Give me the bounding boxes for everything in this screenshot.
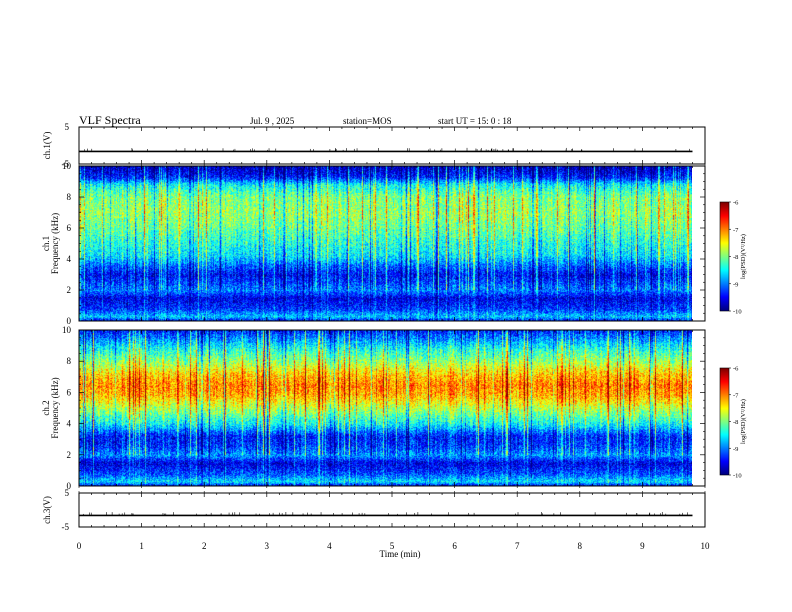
- y-tick-label: -5: [62, 159, 70, 169]
- y-tick-label: 10: [62, 325, 72, 335]
- colorbar-tick-label: -8: [733, 254, 738, 261]
- x-tick-label: 3: [265, 541, 270, 551]
- x-tick-label: 10: [701, 541, 711, 551]
- colorbar-tick-label: -6: [733, 200, 739, 207]
- x-tick-label: 9: [640, 541, 645, 551]
- spectrogram-image: [79, 330, 692, 486]
- y-axis-label: ch.1(V): [42, 132, 52, 160]
- colorbar-tick-label: -10: [733, 473, 742, 480]
- waveform-frame: [78, 492, 706, 528]
- y-tick-label: 0: [67, 316, 72, 326]
- spectrogram-image: [79, 166, 692, 321]
- ch1-waveform-panel: 5 -5 ch.1(V): [42, 122, 706, 169]
- figure-title: VLF Spectra: [79, 113, 141, 127]
- station-label: station=MOS: [343, 116, 392, 126]
- x-tick-label: 2: [202, 541, 207, 551]
- y-tick-label: 6: [67, 387, 72, 397]
- y-tick-label: 8: [67, 356, 72, 366]
- colorbar: [720, 202, 729, 311]
- y-tick-label: 4: [67, 254, 72, 264]
- y-axis-label-frequency: Frequency (kHz): [50, 213, 60, 274]
- colorbar-tick-label: -8: [733, 419, 738, 426]
- date-label: Jul. 9 , 2025: [250, 116, 295, 126]
- time-axis: Time (min) 0 1 2 3 4 5 6 7 8 9 10: [77, 164, 710, 559]
- y-axis-label-channel: ch.1: [41, 236, 51, 251]
- colorbar-tick-label: -9: [733, 281, 738, 288]
- colorbar-label: log(PSD)(V²/Hz): [740, 399, 747, 444]
- colorbar: [720, 368, 729, 475]
- colorbar-tick-label: -9: [733, 446, 738, 453]
- colorbar-label: log(PSD)(V²/Hz): [740, 234, 747, 279]
- y-tick-label: 2: [67, 285, 72, 295]
- y-axis-label: ch.3(V): [42, 496, 52, 524]
- x-tick-label: 7: [515, 541, 520, 551]
- y-tick-label: 4: [67, 419, 72, 429]
- y-tick-label: 10: [62, 161, 72, 171]
- colorbar-tick-label: -7: [733, 392, 739, 399]
- start-time-label: start UT = 15: 0 : 18: [438, 116, 512, 126]
- y-tick-label: 5: [65, 122, 70, 132]
- x-tick-label: 1: [139, 541, 144, 551]
- x-tick-label: 6: [452, 541, 457, 551]
- y-tick-label: 5: [65, 488, 70, 498]
- y-tick-label: 0: [67, 481, 72, 491]
- x-tick-label: 4: [327, 541, 332, 551]
- y-tick-label: 2: [67, 450, 72, 460]
- colorbar-tick-label: -7: [733, 227, 739, 234]
- y-tick-label: -5: [62, 522, 70, 532]
- colorbar-tick-label: -6: [733, 366, 739, 373]
- x-tick-label: 0: [77, 541, 82, 551]
- ch1-spectrogram-panel: 0 2 4 6 8 10 ch.1 Frequency (kHz) -6 -7 -8 -9 -10 log…: [41, 161, 747, 326]
- colorbar-tick-label: -10: [733, 309, 742, 316]
- ch3-waveform-panel: 5 -5 ch.3(V): [42, 488, 706, 532]
- x-tick-label: 8: [578, 541, 583, 551]
- y-tick-label: 8: [67, 192, 72, 202]
- y-tick-label: 6: [67, 223, 72, 233]
- x-axis-label: Time (min): [380, 549, 421, 559]
- ch2-spectrogram-panel: 0 2 4 6 8 10 ch.2 Frequency (kHz) -6 -7 -8 -9 -10 log…: [41, 325, 747, 491]
- y-axis-label-frequency: Frequency (kHz): [50, 377, 60, 438]
- y-axis-label-channel: ch.2: [41, 400, 51, 415]
- waveform-frame: [78, 126, 706, 165]
- x-tick-label: 5: [390, 541, 395, 551]
